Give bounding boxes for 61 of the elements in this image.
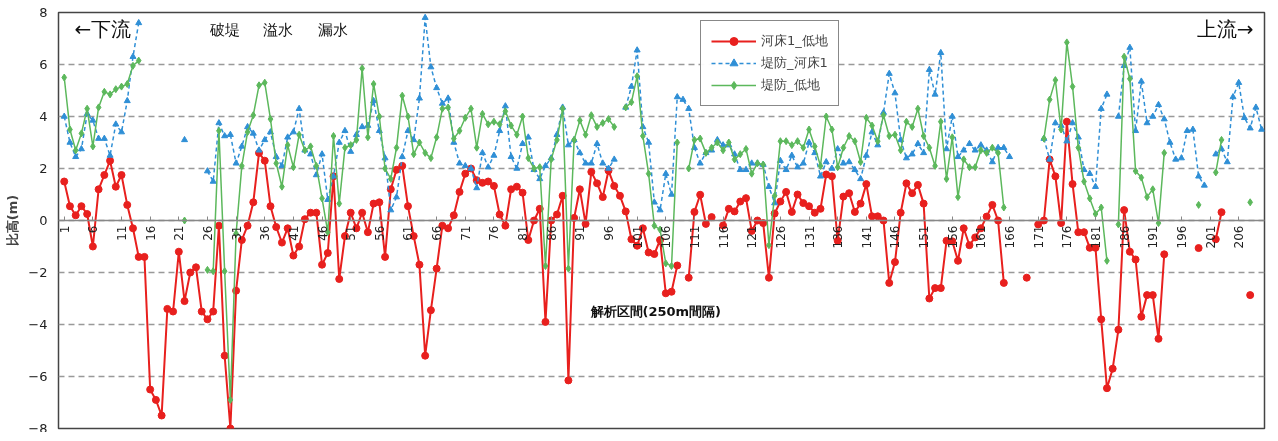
- x-tick-label: 126: [773, 225, 788, 249]
- x-tick-label: 46: [315, 225, 330, 241]
- x-tick-label: 156: [945, 225, 960, 249]
- x-tick-label: 56: [372, 225, 387, 241]
- x-tick-label: 201: [1203, 225, 1218, 249]
- x-tick-label: 166: [1003, 225, 1018, 249]
- y-tick-label: 4: [39, 109, 48, 124]
- x-tick-label: 151: [917, 225, 932, 249]
- x-tick-label: 76: [487, 225, 502, 241]
- x-tick-label: 196: [1174, 225, 1189, 249]
- y-tick-label: −6: [28, 369, 48, 384]
- x-tick-label: 6: [86, 225, 101, 234]
- x-tick-label: 26: [200, 225, 215, 241]
- x-tick-label: 66: [430, 225, 445, 241]
- annotation: 破堤: [208, 20, 240, 39]
- x-tick-label: 131: [802, 225, 817, 249]
- x-tick-label: 36: [258, 225, 273, 241]
- x-tick-label: 146: [888, 225, 903, 249]
- x-tick-label: 141: [859, 225, 874, 249]
- x-tick-label: 31: [229, 225, 244, 241]
- annotation: 解析区間(250m間隔): [589, 303, 722, 319]
- y-tick-label: −2: [28, 265, 48, 280]
- x-tick-label: 91: [573, 225, 588, 241]
- x-tick-label: 181: [1088, 225, 1103, 249]
- y-tick-label: 6: [39, 57, 48, 72]
- x-tick-label: 61: [401, 225, 416, 241]
- y-tick-label: 0: [39, 213, 48, 228]
- y-tick-label: −4: [28, 317, 48, 332]
- y-tick-label: 2: [39, 161, 48, 176]
- x-tick-label: 191: [1146, 225, 1161, 249]
- x-tick-label: 11: [115, 225, 130, 241]
- y-axis-title: 比高(m): [5, 194, 21, 247]
- x-tick-label: 121: [745, 225, 760, 249]
- legend-label: 堤防_河床1: [761, 54, 828, 72]
- legend-label: 河床1_低地: [761, 32, 828, 50]
- annotation: 溢水: [262, 20, 293, 39]
- x-tick-label: 116: [716, 225, 731, 249]
- x-tick-label: 186: [1117, 225, 1132, 249]
- x-tick-label: 86: [544, 225, 559, 241]
- x-tick-label: 71: [458, 225, 473, 241]
- x-tick-label: 106: [659, 225, 674, 249]
- x-tick-label: 96: [602, 225, 616, 241]
- x-tick-label: 16: [143, 225, 158, 241]
- x-tick-label: 161: [974, 225, 989, 249]
- x-tick-label: 1: [57, 225, 72, 234]
- x-tick-label: 81: [516, 225, 531, 241]
- x-tick-label: 136: [831, 225, 846, 249]
- annotation: ←下流: [74, 16, 132, 41]
- y-tick-label: −8: [28, 420, 48, 436]
- x-tick-label: 171: [1031, 225, 1046, 249]
- x-tick-label: 51: [344, 225, 359, 241]
- x-tick-label: 176: [1060, 225, 1075, 249]
- annotation: 上流→: [1196, 16, 1254, 41]
- x-tick-label: 111: [687, 225, 702, 249]
- y-tick-label: 8: [39, 5, 48, 20]
- annotation: 漏水: [317, 20, 348, 39]
- x-tick-label: 41: [286, 225, 301, 241]
- x-tick-label: 101: [630, 225, 645, 249]
- x-tick-label: 21: [172, 225, 187, 241]
- x-tick-label: 206: [1232, 225, 1247, 249]
- legend-label: 堤防_低地: [761, 76, 820, 94]
